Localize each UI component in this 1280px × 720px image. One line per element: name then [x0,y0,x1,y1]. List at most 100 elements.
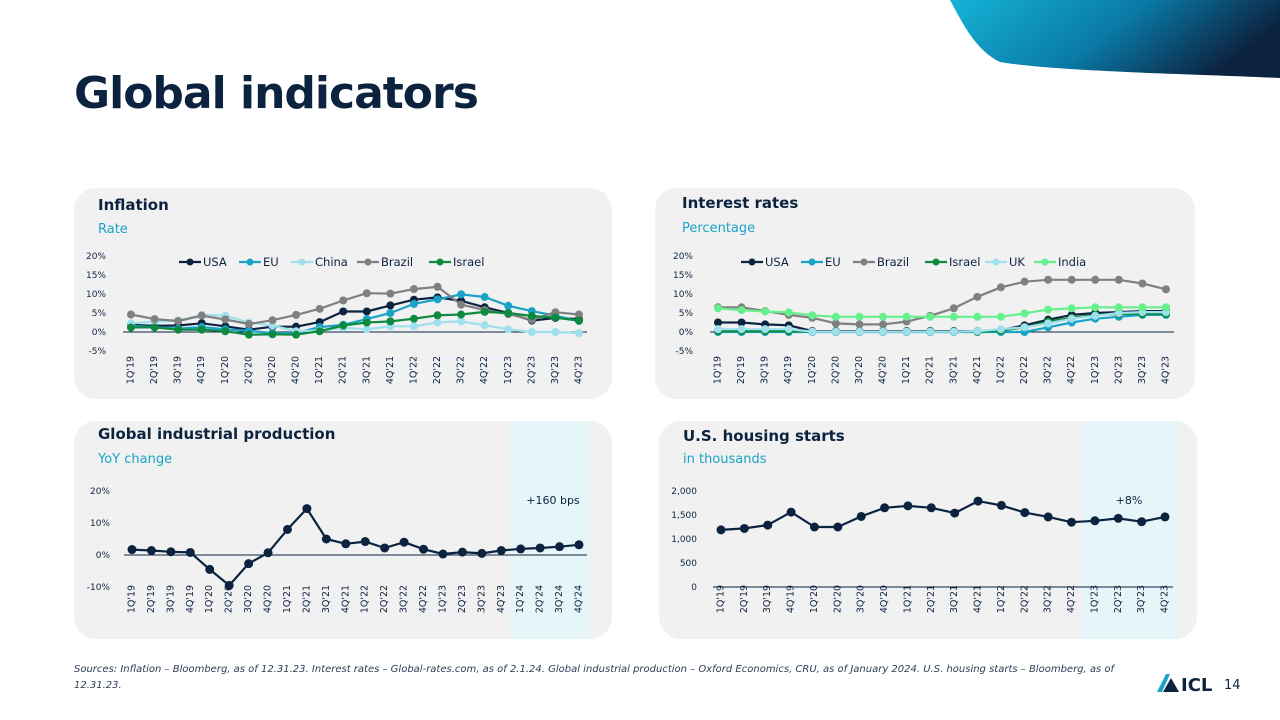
x-tick-label: 4Q'21 [972,356,983,384]
x-tick-label: 3Q'20 [243,585,254,613]
data-point [879,320,888,329]
legend-label: Israel [949,255,980,269]
legend-label: Brazil [381,255,413,269]
data-point [535,543,545,553]
data-point [205,564,215,574]
x-tick-label: 4Q'20 [879,585,890,613]
data-point [879,327,888,336]
x-tick-label: 3Q'22 [456,356,467,384]
x-tick-label: 3Q'20 [267,356,278,384]
x-tick-label: 4Q'22 [479,356,490,384]
data-point [339,296,348,305]
data-point [1090,516,1100,526]
x-tick-label: 3Q'22 [1043,585,1054,613]
forecast-highlight-band [1082,421,1178,639]
data-point [973,496,983,506]
data-point [714,304,722,313]
x-tick-label: 2Q'21 [926,585,937,613]
data-point [174,325,183,334]
x-tick-label: 4Q'22 [1066,356,1077,384]
data-point [244,320,253,329]
data-point [341,539,351,549]
industrial-production-chart: -10% 0% 10% 20% 1Q'19 2Q'19 3Q'19 4Q'19 1Q'20 2Q'… [87,421,590,639]
x-tick-label: 1Q'21 [282,585,293,613]
x-tick-label: 2Q'20 [830,356,841,384]
page-number: 14 [1224,678,1241,693]
data-point [737,318,746,327]
data-point [302,504,312,514]
data-point [973,312,982,321]
data-point [739,523,749,533]
data-point [457,310,466,319]
legend-marker [748,258,756,266]
x-tick-label: 4Q'22 [418,585,429,613]
data-point [1067,314,1076,323]
x-tick-label: 2Q'21 [301,585,312,613]
x-tick-label: 4Q'23 [574,356,585,384]
data-point [386,309,395,317]
data-point [197,311,206,320]
legend-label: USA [765,255,789,269]
x-tick-label: 3Q'21 [948,356,959,384]
data-point [737,306,746,315]
data-point [1162,285,1170,294]
y-tick-label: 20% [90,487,110,497]
legend-marker [992,258,1000,266]
data-point [433,282,442,291]
inflation-panel [74,188,612,399]
data-point [926,327,935,336]
legend-label: EU [825,255,841,269]
legend-marker [1041,258,1049,266]
data-point [575,316,583,325]
data-point [902,327,911,336]
y-tick-label: 20% [86,252,106,262]
x-tick-label: 2Q'20 [224,585,235,613]
data-point [516,544,526,554]
x-tick-label: 2Q'23 [1113,356,1124,384]
data-point [315,327,324,336]
data-point [761,325,770,334]
y-tick-label: 20% [673,252,693,262]
legend-label: UK [1009,255,1025,269]
data-point [409,299,418,308]
x-tick-label: 1Q'22 [360,585,371,613]
x-tick-label: 2Q'22 [1019,356,1030,384]
page-title: Global indicators [74,68,479,119]
data-point [221,327,230,336]
legend-label: USA [203,255,227,269]
data-point [926,312,935,321]
data-point [973,292,982,301]
data-point [150,315,159,324]
data-point [438,549,448,559]
y-tick-label: 5% [679,309,694,319]
data-point [409,322,418,331]
data-point [575,310,583,319]
sources-footnote: Sources: Inflation – Bloomberg, as of 12… [74,664,1115,691]
x-tick-label: 2Q'22 [1019,585,1030,613]
y-tick-label: 1,000 [671,535,697,545]
data-point [1091,303,1100,312]
data-point [996,500,1006,510]
x-tick-label: 4Q'19 [196,356,207,384]
data-point [973,327,982,336]
x-tick-label: 3Q'23 [476,585,487,613]
y-tick-label: 1,500 [671,511,697,521]
y-tick-label: 500 [680,559,697,569]
x-tick-label: 4Q'19 [185,585,196,613]
legend-marker [860,258,868,266]
data-point [784,308,793,317]
x-tick-label: 2Q'21 [925,356,936,384]
data-point [185,547,195,557]
x-tick-label: 3Q'21 [949,585,960,613]
legend-label: Brazil [877,255,909,269]
x-tick-label: 4Q'24 [574,585,585,613]
forecast-highlight-band [509,421,590,639]
data-point [831,319,840,328]
x-tick-label: 2Q'22 [432,356,443,384]
data-point [1020,309,1029,318]
data-point [386,289,395,298]
legend-marker [932,258,940,266]
change-annotation: +160 bps [526,494,580,507]
data-point [221,315,230,324]
x-tick-label: 4Q'20 [263,585,274,613]
